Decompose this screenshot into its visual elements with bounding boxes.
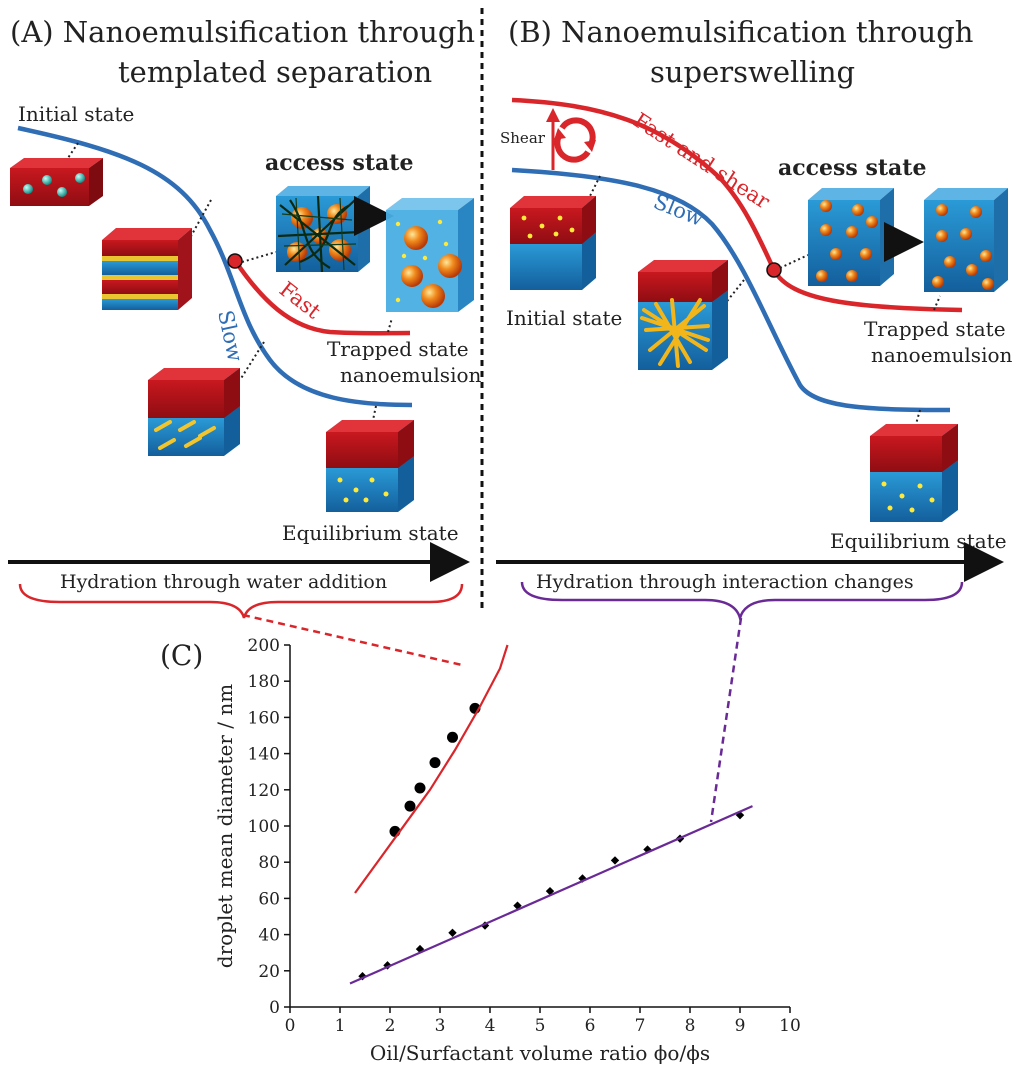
- shear-icon: [546, 108, 596, 170]
- chart-marks: [349, 644, 753, 985]
- equilibrium-label-b: Equilibrium state: [830, 529, 1007, 553]
- fast-curve-a: [234, 260, 411, 336]
- y-tick-label: 40: [258, 926, 280, 946]
- slow-label-a: Slow: [213, 308, 247, 364]
- panel-a-initial-state-label: Initial state: [18, 102, 134, 126]
- x-tick-label: 9: [735, 1016, 746, 1036]
- x-tick-label: 6: [585, 1016, 596, 1036]
- slow-label-b: Slow: [650, 189, 707, 231]
- data-point-diamond: [480, 921, 490, 930]
- connector-red: [242, 613, 463, 667]
- y-tick-label: 180: [248, 672, 280, 692]
- lamellar-box-a: [102, 228, 192, 310]
- data-point-circle: [414, 782, 426, 794]
- access-state-box-b: [808, 188, 894, 286]
- initial-state-label-b: Initial state: [506, 306, 622, 330]
- y-tick-label: 60: [258, 889, 280, 909]
- x-tick-label: 8: [685, 1016, 696, 1036]
- y-tick-label: 80: [258, 853, 280, 873]
- y-tick-label: 20: [258, 962, 280, 982]
- panel-c-chart: (C) droplet mean diameter / nm Oil/Surfa…: [160, 613, 801, 1065]
- y-tick-label: 140: [248, 745, 280, 765]
- slow-curve-a: [17, 125, 413, 408]
- y-tick-label: 200: [248, 636, 280, 656]
- rods-box-a: [148, 368, 240, 456]
- x-tick-label: 10: [779, 1016, 801, 1036]
- data-point-diamond: [415, 944, 425, 954]
- panel-b-title-line2: superswelling: [650, 55, 855, 89]
- x-tick-label: 7: [635, 1016, 646, 1036]
- data-point-circle: [404, 800, 416, 812]
- fit-line-3: [349, 805, 753, 985]
- branch-point-b: [766, 262, 782, 278]
- access-state-label-b: access state: [778, 155, 926, 181]
- slow-curve-b: [511, 167, 951, 413]
- data-point-circle: [447, 731, 458, 743]
- x-tick-label: 4: [485, 1016, 496, 1036]
- trapped-label-a-1: Trapped state: [327, 337, 469, 361]
- x-tick-label: 5: [535, 1016, 546, 1036]
- x-tick-label: 3: [435, 1016, 446, 1036]
- panel-a: (A) Nanoemulsification through templated…: [8, 15, 482, 619]
- panel-b: (B) Nanoemulsification through superswel…: [496, 15, 1013, 623]
- shear-label: Shear: [500, 129, 546, 147]
- trapped-state-box-b: [924, 188, 1008, 292]
- fast-label-a: Fast: [275, 277, 326, 324]
- trapped-label-b-2: nanoemulsion: [871, 343, 1013, 367]
- y-tick-label: 100: [248, 817, 280, 837]
- branch-point-a: [227, 253, 243, 269]
- brace-a: [18, 583, 464, 619]
- y-tick-label: 0: [269, 998, 280, 1018]
- network-box-b: [638, 260, 728, 370]
- panel-b-title-line1: (B) Nanoemulsification through: [508, 15, 973, 49]
- equilibrium-box-a: [326, 420, 414, 512]
- initial-state-box-a: [10, 158, 103, 206]
- x-axis-title: Oil/Surfactant volume ratio ϕo/ϕs: [370, 1041, 710, 1065]
- panel-a-title-line1: (A) Nanoemulsification through: [10, 15, 475, 49]
- data-point-diamond: [448, 928, 457, 937]
- x-tick-label: 2: [385, 1016, 396, 1036]
- initial-state-box-b: [510, 196, 596, 290]
- panel-c-label: (C): [160, 639, 203, 672]
- trapped-label-b-1: Trapped state: [864, 317, 1006, 341]
- access-state-label-a: access state: [265, 150, 413, 176]
- hydration-label-a: Hydration through water addition: [60, 571, 387, 593]
- data-point-diamond: [358, 972, 367, 981]
- x-tick-label: 0: [285, 1016, 296, 1036]
- access-state-network-box-a: [276, 186, 370, 273]
- fit-line-2: [354, 644, 509, 894]
- data-point-circle: [429, 757, 441, 769]
- trapped-state-box-a: [386, 198, 474, 312]
- fast-shear-label-b: Fast and shear: [629, 108, 775, 214]
- hydration-label-b: Hydration through interaction changes: [536, 571, 914, 593]
- equilibrium-label-a: Equilibrium state: [282, 521, 459, 545]
- panel-a-title-line2: templated separation: [118, 55, 432, 89]
- equilibrium-box-b: [870, 424, 958, 522]
- y-tick-label: 120: [248, 781, 280, 801]
- x-tick-label: 1: [335, 1016, 346, 1036]
- y-tick-label: 160: [248, 708, 280, 728]
- data-point-diamond: [610, 856, 620, 865]
- fast-curve-b: [511, 97, 963, 313]
- y-axis-title: droplet mean diameter / nm: [213, 684, 237, 968]
- trapped-label-a-2: nanoemulsion: [340, 363, 482, 387]
- connector-purple: [709, 617, 743, 823]
